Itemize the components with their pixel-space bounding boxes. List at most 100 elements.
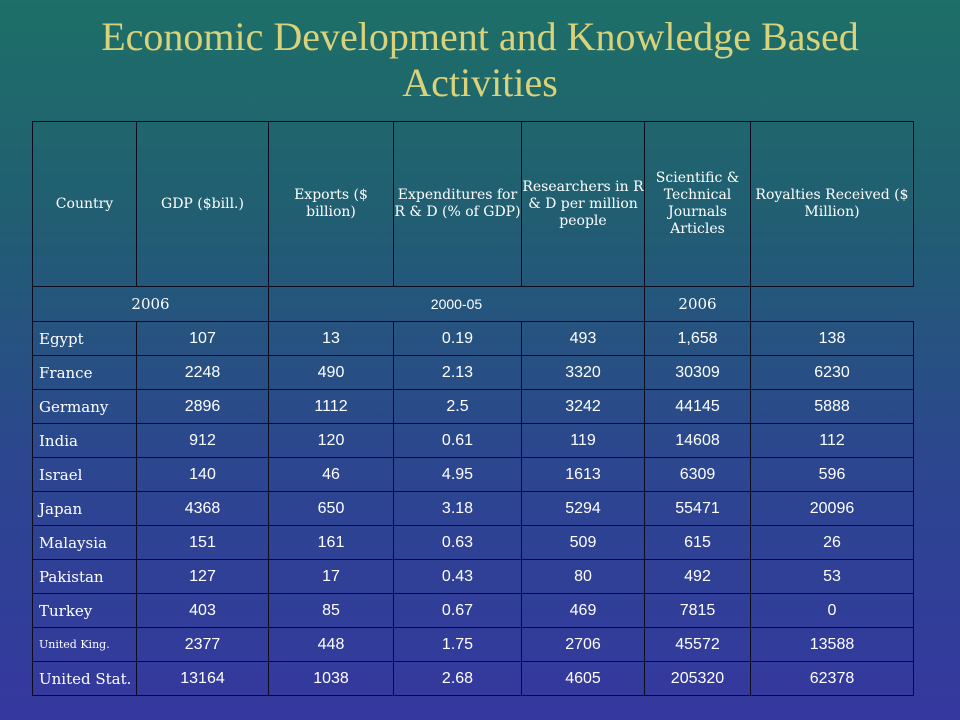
cell-gdp: 2248 bbox=[136, 355, 269, 390]
table-row: Turkey 403 85 0.67 469 7815 0 bbox=[32, 593, 914, 628]
cell-researchers: 1613 bbox=[521, 457, 645, 492]
cell-exports: 161 bbox=[268, 525, 394, 560]
cell-exports: 85 bbox=[268, 593, 394, 628]
cell-gdp: 13164 bbox=[136, 661, 269, 696]
cell-country: Germany bbox=[32, 389, 137, 424]
cell-exports: 120 bbox=[268, 423, 394, 458]
cell-gdp: 4368 bbox=[136, 491, 269, 526]
cell-journal-articles: 55471 bbox=[644, 491, 751, 526]
header-royalties: Royalties Received ($ Million) bbox=[750, 121, 914, 287]
cell-rd-expenditure: 0.61 bbox=[393, 423, 522, 458]
cell-country: Turkey bbox=[32, 593, 137, 628]
cell-royalties: 596 bbox=[750, 457, 914, 492]
cell-researchers: 3320 bbox=[521, 355, 645, 390]
table-row: India 912 120 0.61 119 14608 112 bbox=[32, 423, 914, 458]
cell-researchers: 4605 bbox=[521, 661, 645, 696]
table-body: Egypt 107 13 0.19 493 1,658 138 France 2248 490 2.… bbox=[32, 321, 914, 696]
table-row: United Stat. 13164 1038 2.68 4605 205320 62378 bbox=[32, 661, 914, 696]
cell-royalties: 5888 bbox=[750, 389, 914, 424]
cell-rd-expenditure: 0.63 bbox=[393, 525, 522, 560]
cell-journal-articles: 205320 bbox=[644, 661, 751, 696]
cell-exports: 1038 bbox=[268, 661, 394, 696]
cell-rd-expenditure: 0.19 bbox=[393, 321, 522, 356]
cell-exports: 650 bbox=[268, 491, 394, 526]
cell-exports: 1112 bbox=[268, 389, 394, 424]
cell-country: Pakistan bbox=[32, 559, 137, 594]
cell-royalties: 20096 bbox=[750, 491, 914, 526]
cell-journal-articles: 30309 bbox=[644, 355, 751, 390]
year-row: 2006 2000-05 2006 bbox=[32, 286, 914, 322]
cell-rd-expenditure: 2.5 bbox=[393, 389, 522, 424]
cell-researchers: 509 bbox=[521, 525, 645, 560]
cell-journal-articles: 14608 bbox=[644, 423, 751, 458]
header-exports: Exports ($ billion) bbox=[268, 121, 394, 287]
cell-country: United King. bbox=[32, 627, 137, 662]
cell-royalties: 53 bbox=[750, 559, 914, 594]
cell-royalties: 112 bbox=[750, 423, 914, 458]
cell-gdp: 403 bbox=[136, 593, 269, 628]
header-country: Country bbox=[32, 121, 137, 287]
cell-country: Malaysia bbox=[32, 525, 137, 560]
cell-country: Israel bbox=[32, 457, 137, 492]
cell-rd-expenditure: 0.67 bbox=[393, 593, 522, 628]
year-middle: 2000-05 bbox=[268, 286, 645, 322]
cell-exports: 17 bbox=[268, 559, 394, 594]
cell-exports: 490 bbox=[268, 355, 394, 390]
cell-gdp: 140 bbox=[136, 457, 269, 492]
cell-researchers: 3242 bbox=[521, 389, 645, 424]
cell-rd-expenditure: 0.43 bbox=[393, 559, 522, 594]
cell-journal-articles: 45572 bbox=[644, 627, 751, 662]
cell-country: India bbox=[32, 423, 137, 458]
cell-gdp: 151 bbox=[136, 525, 269, 560]
cell-country: France bbox=[32, 355, 137, 390]
cell-exports: 448 bbox=[268, 627, 394, 662]
cell-gdp: 912 bbox=[136, 423, 269, 458]
cell-rd-expenditure: 2.13 bbox=[393, 355, 522, 390]
cell-researchers: 493 bbox=[521, 321, 645, 356]
cell-exports: 13 bbox=[268, 321, 394, 356]
cell-country: United Stat. bbox=[32, 661, 137, 696]
table-row: Israel 140 46 4.95 1613 6309 596 bbox=[32, 457, 914, 492]
data-table: Country GDP ($bill.) Exports ($ billion)… bbox=[32, 121, 914, 696]
cell-researchers: 5294 bbox=[521, 491, 645, 526]
header-rd-expenditure: Expenditures for R & D (% of GDP) bbox=[393, 121, 522, 287]
header-gdp: GDP ($bill.) bbox=[136, 121, 269, 287]
slide-title: Economic Development and Knowledge Based… bbox=[0, 14, 960, 106]
cell-journal-articles: 492 bbox=[644, 559, 751, 594]
cell-royalties: 138 bbox=[750, 321, 914, 356]
cell-journal-articles: 7815 bbox=[644, 593, 751, 628]
header-researchers: Researchers in R & D per million people bbox=[521, 121, 645, 287]
cell-royalties: 6230 bbox=[750, 355, 914, 390]
cell-exports: 46 bbox=[268, 457, 394, 492]
cell-royalties: 26 bbox=[750, 525, 914, 560]
cell-researchers: 119 bbox=[521, 423, 645, 458]
cell-gdp: 127 bbox=[136, 559, 269, 594]
table-row: Egypt 107 13 0.19 493 1,658 138 bbox=[32, 321, 914, 356]
cell-country: Japan bbox=[32, 491, 137, 526]
table-header: Country GDP ($bill.) Exports ($ billion)… bbox=[32, 121, 914, 287]
year-right: 2006 bbox=[644, 286, 751, 322]
table-row: United King. 2377 448 1.75 2706 45572 13588 bbox=[32, 627, 914, 662]
cell-rd-expenditure: 2.68 bbox=[393, 661, 522, 696]
cell-rd-expenditure: 3.18 bbox=[393, 491, 522, 526]
table-row: France 2248 490 2.13 3320 30309 6230 bbox=[32, 355, 914, 390]
table-row: Pakistan 127 17 0.43 80 492 53 bbox=[32, 559, 914, 594]
cell-royalties: 62378 bbox=[750, 661, 914, 696]
cell-journal-articles: 44145 bbox=[644, 389, 751, 424]
title-line-2: Activities bbox=[402, 60, 558, 105]
title-line-1: Economic Development and Knowledge Based bbox=[101, 14, 859, 59]
table-row: Germany 2896 1112 2.5 3242 44145 5888 bbox=[32, 389, 914, 424]
table-row: Japan 4368 650 3.18 5294 55471 20096 bbox=[32, 491, 914, 526]
cell-researchers: 80 bbox=[521, 559, 645, 594]
cell-gdp: 107 bbox=[136, 321, 269, 356]
cell-country: Egypt bbox=[32, 321, 137, 356]
cell-royalties: 0 bbox=[750, 593, 914, 628]
table-row: Malaysia 151 161 0.63 509 615 26 bbox=[32, 525, 914, 560]
year-left: 2006 bbox=[32, 286, 269, 322]
header-journal-articles: Scientific & Technical Journals Articles bbox=[644, 121, 751, 287]
cell-journal-articles: 6309 bbox=[644, 457, 751, 492]
cell-royalties: 13588 bbox=[750, 627, 914, 662]
cell-journal-articles: 615 bbox=[644, 525, 751, 560]
cell-researchers: 469 bbox=[521, 593, 645, 628]
cell-gdp: 2377 bbox=[136, 627, 269, 662]
